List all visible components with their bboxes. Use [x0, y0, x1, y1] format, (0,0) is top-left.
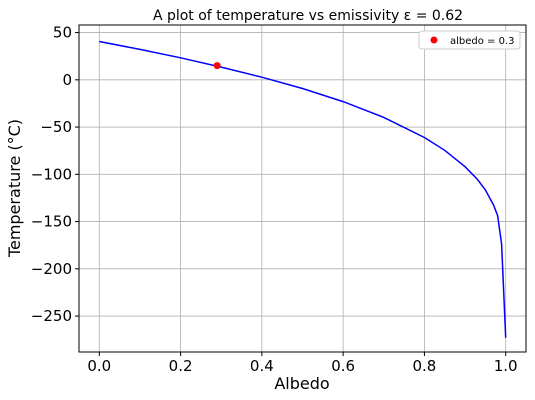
- y-axis-label: Temperature (°C): [5, 119, 24, 258]
- y-tick-label: −200: [31, 260, 72, 278]
- x-tick-label: 0.2: [169, 357, 193, 375]
- x-axis-label: Albedo: [274, 374, 329, 393]
- x-tick-label: 1.0: [494, 357, 518, 375]
- x-tick-label: 0.8: [412, 357, 436, 375]
- x-tick-label: 0.0: [87, 357, 111, 375]
- x-tick-label: 0.6: [331, 357, 355, 375]
- legend: albedo = 0.3: [419, 31, 520, 49]
- y-tick-label: −50: [40, 118, 72, 136]
- chart-title: A plot of temperature vs emissivity ε = …: [153, 8, 463, 24]
- data-series: [99, 42, 505, 338]
- legend-label-albedo: albedo = 0.3: [450, 36, 515, 47]
- albedo-point-marker: [214, 62, 221, 69]
- y-tick-label: −100: [31, 165, 72, 183]
- temperature-curve: [99, 42, 505, 338]
- x-tick-label: 0.4: [250, 357, 274, 375]
- y-tick-label: −250: [31, 307, 72, 325]
- y-tick-label: 50: [53, 24, 72, 42]
- legend-marker-red-dot: [431, 37, 438, 44]
- y-tick-label: −150: [31, 213, 72, 231]
- y-tick-label: 0: [62, 71, 72, 89]
- grid-lines: [79, 25, 526, 352]
- axis-ticks: 0.0 0.2 0.4 0.6 0.8 1.0 50 0 −50 −100 −150 −200 −250: [31, 24, 518, 375]
- plot-frame: [79, 25, 526, 352]
